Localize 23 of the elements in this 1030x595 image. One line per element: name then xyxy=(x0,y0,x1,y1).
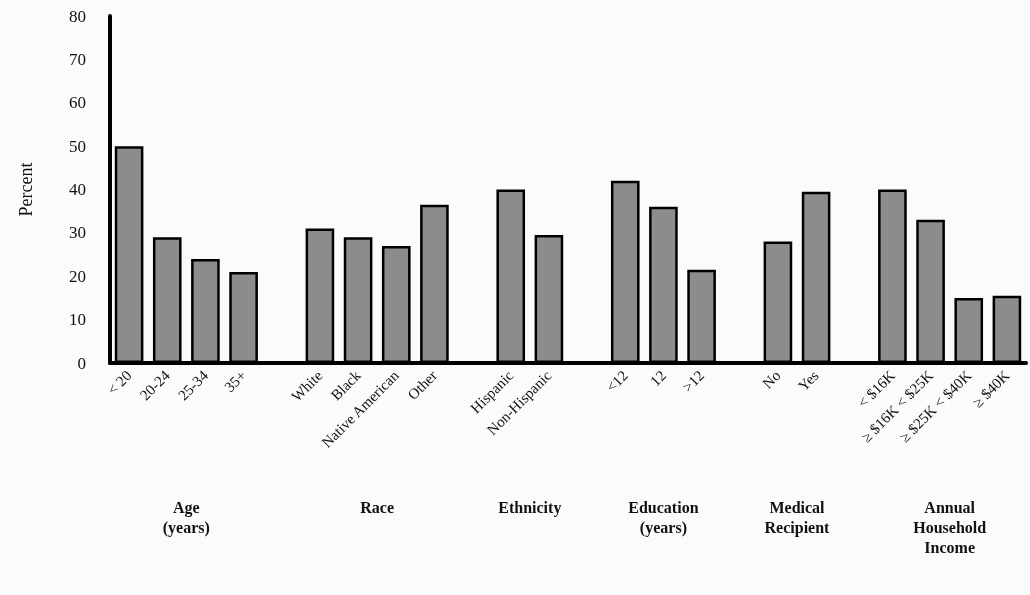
y-tick-label: 50 xyxy=(69,136,86,156)
y-axis-title: Percent xyxy=(16,162,36,217)
text: Annual Household Income xyxy=(913,498,987,556)
y-tick-label: 60 xyxy=(69,93,86,113)
text: Education (years) xyxy=(628,498,699,537)
text: Race xyxy=(360,498,395,516)
y-tick-label: 20 xyxy=(69,266,86,286)
text: Medical Recipient xyxy=(764,498,831,537)
y-tick-label: 80 xyxy=(69,6,86,26)
y-tick-label: 70 xyxy=(69,49,86,69)
x-tick-label: No xyxy=(759,367,784,392)
y-tick-label: 30 xyxy=(69,223,86,243)
text: Age (years) xyxy=(162,498,210,537)
y-tick-label: 40 xyxy=(69,180,86,199)
text: Ethnicity xyxy=(498,498,562,517)
x-tick-label: < 20 xyxy=(104,367,135,398)
x-tick-label: >12 xyxy=(679,367,708,396)
y-tick-label: 0 xyxy=(77,353,86,373)
y-tick-label: 10 xyxy=(69,310,86,330)
x-tick-label: Yes xyxy=(795,367,822,395)
x-tick-label: 12 xyxy=(647,367,670,390)
x-tick-label: <12 xyxy=(603,367,631,396)
x-tick-label: 35+ xyxy=(221,367,250,396)
